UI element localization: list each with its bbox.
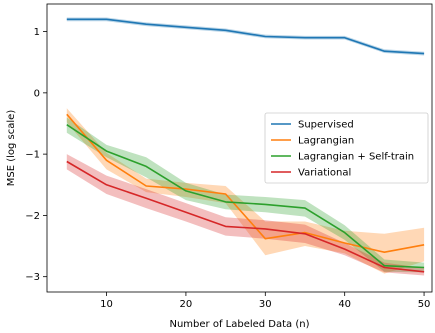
y-tick-label-4: −3 xyxy=(25,272,40,283)
series-lines xyxy=(66,18,425,273)
x-tick-label-3: 40 xyxy=(338,299,351,310)
legend-box xyxy=(264,112,429,184)
y-axis-ticks: 1 0 −1 −2 −3 xyxy=(25,27,47,283)
legend: Supervised Lagrangian Lagrangian + Self-tr… xyxy=(264,112,429,184)
x-tick-label-0: 10 xyxy=(100,299,113,310)
legend-label-2: Lagrangian + Self-train xyxy=(298,152,414,163)
x-tick-label-2: 30 xyxy=(259,299,272,310)
series-line-2 xyxy=(66,124,425,269)
x-axis-ticks: 10 20 30 40 50 xyxy=(100,292,430,310)
series-line-0 xyxy=(66,18,425,55)
y-tick-label-0: 1 xyxy=(34,27,40,38)
series-line-3 xyxy=(66,160,425,273)
band-2 xyxy=(66,117,425,273)
y-axis-label: MSE (log scale) xyxy=(6,110,17,187)
y-tick-label-2: −1 xyxy=(25,150,40,161)
y-tick-label-3: −2 xyxy=(25,211,40,222)
series-line-1 xyxy=(66,113,425,253)
x-axis-label: Number of Labeled Data (n) xyxy=(169,319,309,330)
x-tick-label-1: 20 xyxy=(180,299,193,310)
legend-label-0: Supervised xyxy=(298,120,354,131)
legend-label-3: Variational xyxy=(298,168,351,179)
band-0 xyxy=(66,17,425,56)
legend-label-1: Lagrangian xyxy=(298,136,354,147)
x-tick-label-4: 50 xyxy=(418,299,431,310)
band-1 xyxy=(66,108,425,274)
axes-frame xyxy=(46,3,433,293)
y-tick-label-1: 0 xyxy=(34,88,40,99)
